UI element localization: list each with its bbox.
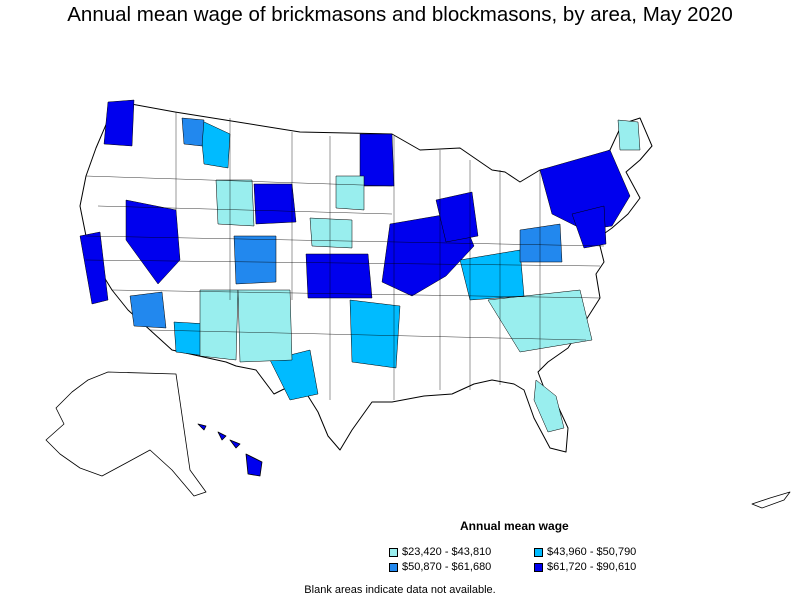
arizona-west-area xyxy=(129,291,167,329)
legend-item-tier3: $50,870 - $61,680 xyxy=(389,561,491,573)
new-mexico-west-area xyxy=(199,289,239,361)
wyoming-west-area xyxy=(215,179,255,227)
legend-label-tier2: $43,960 - $50,790 xyxy=(547,546,637,558)
florida-area xyxy=(533,379,565,433)
hawaii xyxy=(197,423,263,477)
state-boundary-line-14 xyxy=(85,259,601,267)
legend-label-tier1: $23,420 - $43,810 xyxy=(402,546,492,558)
maine-area xyxy=(617,119,641,151)
legend-swatch-tier1 xyxy=(389,547,398,557)
puerto-rico xyxy=(751,491,791,509)
new-mexico-area xyxy=(237,289,293,363)
colorado-area xyxy=(233,235,277,285)
legend-item-tier1: $23,420 - $43,810 xyxy=(389,546,491,558)
legend-item-tier2: $43,960 - $50,790 xyxy=(534,546,636,558)
legend-title: Annual mean wage xyxy=(460,519,569,533)
wyoming-area xyxy=(253,183,297,225)
nebraska-area xyxy=(309,217,353,249)
footnote: Blank areas indicate data not available. xyxy=(304,584,496,596)
legend-item-tier4: $61,720 - $90,610 xyxy=(534,561,636,573)
state-boundary-line-10 xyxy=(85,235,605,247)
minnesota-area xyxy=(359,133,395,187)
south-dakota-area xyxy=(335,175,365,211)
legend-swatch-tier3 xyxy=(389,562,398,572)
washington-area xyxy=(103,99,135,147)
state-boundary-line-12 xyxy=(149,329,587,341)
texas-west-area xyxy=(269,349,319,401)
northeast-area xyxy=(539,149,631,231)
legend-swatch-tier4 xyxy=(534,562,543,572)
montana-area xyxy=(199,119,231,169)
california-coast-area xyxy=(79,231,109,305)
state-boundary-line-9 xyxy=(85,175,393,187)
oklahoma-area xyxy=(349,299,401,369)
state-boundary-line-11 xyxy=(111,289,601,299)
kansas-area xyxy=(305,253,373,299)
idaho-area xyxy=(181,117,205,147)
nevada-area xyxy=(125,199,181,285)
state-boundary-line-13 xyxy=(97,205,393,215)
map-title: Annual mean wage of brickmasons and bloc… xyxy=(67,3,733,26)
legend-swatch-tier2 xyxy=(534,547,543,557)
alaska-outline xyxy=(45,371,207,497)
ohio-area xyxy=(519,223,563,263)
legend-label-tier4: $61,720 - $90,610 xyxy=(547,561,637,573)
legend-label-tier3: $50,870 - $61,680 xyxy=(402,561,492,573)
illinois-area xyxy=(435,191,479,243)
mid-atlantic-area xyxy=(571,205,607,249)
